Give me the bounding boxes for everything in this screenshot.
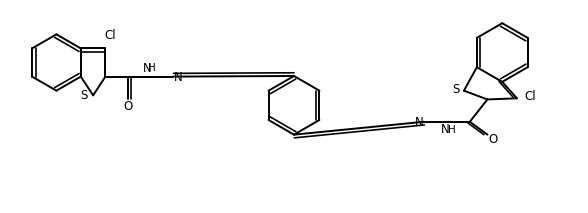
Text: N: N <box>143 62 152 75</box>
Text: S: S <box>452 83 459 96</box>
Text: Cl: Cl <box>104 29 116 42</box>
Text: S: S <box>81 89 88 102</box>
Text: N: N <box>174 71 182 84</box>
Text: O: O <box>123 100 132 113</box>
Text: O: O <box>489 133 498 146</box>
Text: H: H <box>448 125 456 135</box>
Text: H: H <box>149 63 156 73</box>
Text: Cl: Cl <box>524 90 536 103</box>
Text: N: N <box>415 116 423 129</box>
Text: N: N <box>441 124 450 137</box>
